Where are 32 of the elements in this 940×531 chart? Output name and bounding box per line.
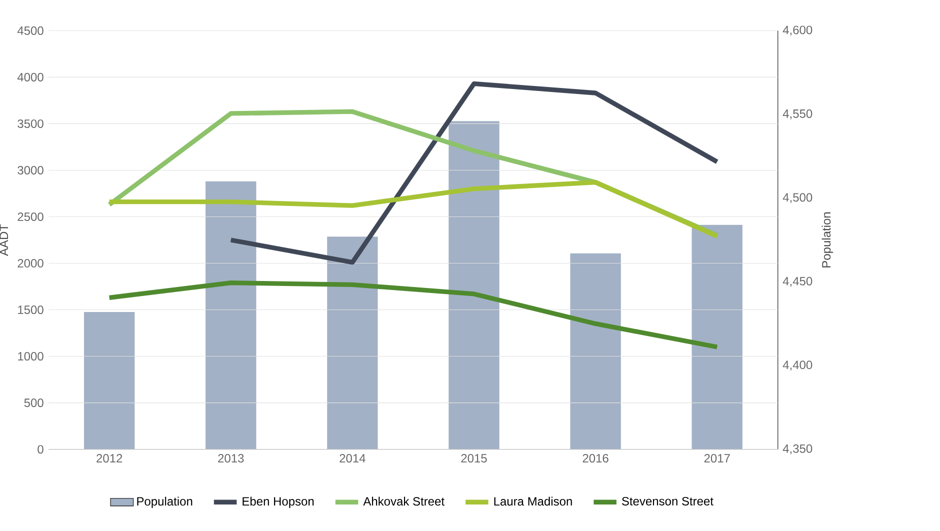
x-tick-label: 2016: [582, 454, 608, 463]
x-tick-label: 2014: [340, 454, 366, 463]
line-series: [107, 180, 720, 239]
legend-label: Population: [137, 496, 192, 508]
y-axis-title: AADT: [0, 224, 8, 256]
y-tick-label: 500: [24, 398, 44, 408]
y2-tick-label: 4,500: [782, 193, 812, 204]
x-tick-label: 2017: [704, 454, 730, 463]
y2-tick-label: 4,350: [782, 444, 812, 454]
line-series: [107, 280, 720, 350]
y-tick-label: 2500: [18, 212, 44, 222]
y-tick-label: 4000: [17, 73, 44, 82]
y-tick-label: 3500: [18, 120, 44, 128]
y2-axis-title: Population: [822, 212, 833, 268]
y2-tick-label: 4,550: [782, 110, 812, 120]
legend-label: Ahkovak Street: [363, 496, 444, 506]
legend-label: Eben Hopson: [242, 496, 314, 508]
legend-label: Laura Madison: [494, 496, 572, 506]
x-tick-label: 2013: [218, 454, 244, 463]
y2-tick-label: 4,400: [782, 360, 812, 371]
y2-tick-label: 4,600: [782, 26, 812, 36]
y-tick-label: 4500: [17, 26, 44, 36]
y2-tick-label: 4,450: [782, 277, 812, 287]
y-tick-label: 3000: [18, 166, 44, 175]
legend-label: Stevenson Street: [622, 497, 714, 506]
x-tick-label: 2015: [461, 454, 487, 463]
y-tick-label: 0: [38, 445, 44, 454]
y-tick-label: 1000: [18, 352, 44, 361]
y-tick-label: 1500: [18, 306, 44, 314]
line-series: [228, 82, 720, 265]
y-tick-label: 2000: [18, 259, 44, 268]
x-tick-label: 2012: [96, 454, 122, 463]
